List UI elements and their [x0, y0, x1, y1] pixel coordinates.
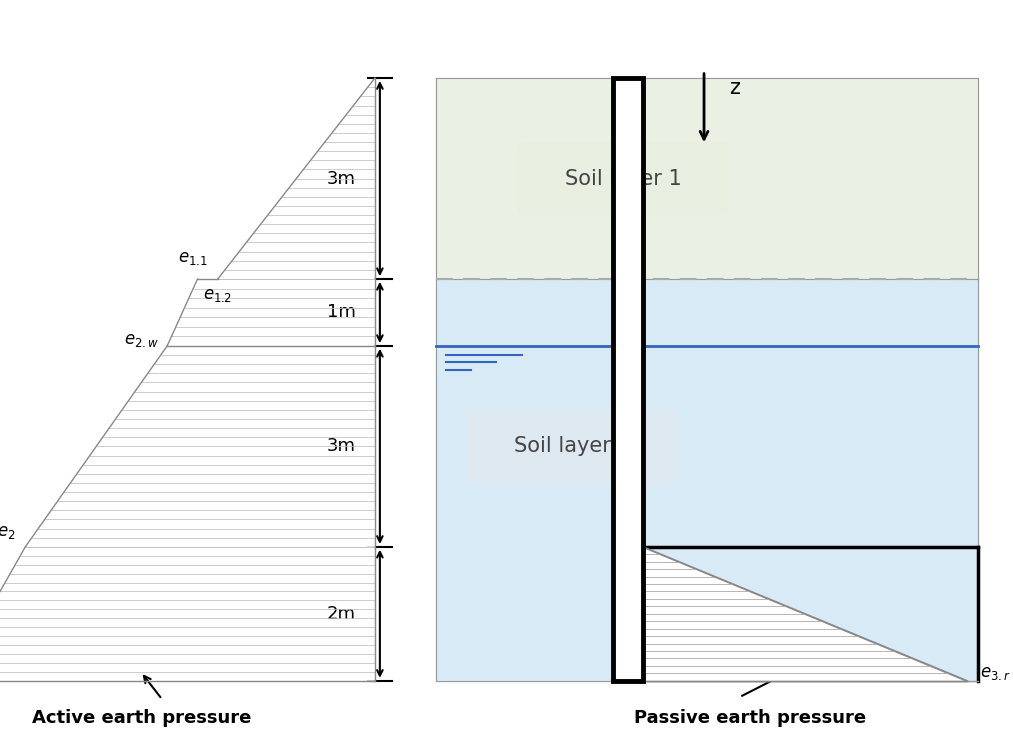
Text: $e_2$: $e_2$ [0, 523, 15, 541]
Polygon shape [167, 279, 375, 346]
Text: $e_{3.r}$: $e_{3.r}$ [980, 664, 1011, 682]
FancyBboxPatch shape [517, 141, 729, 216]
Polygon shape [218, 78, 375, 279]
Text: $e_{1.2}$: $e_{1.2}$ [203, 286, 232, 304]
Text: 3m: 3m [327, 437, 356, 455]
Polygon shape [0, 547, 375, 681]
Text: $e_{1.1}$: $e_{1.1}$ [178, 249, 208, 267]
Text: 3m: 3m [327, 170, 356, 187]
Text: Soil layer 1: Soil layer 1 [564, 169, 682, 188]
Polygon shape [643, 547, 967, 681]
Text: Soil layer 2: Soil layer 2 [514, 437, 631, 456]
Text: Active earth pressure: Active earth pressure [32, 709, 251, 727]
FancyBboxPatch shape [466, 409, 679, 484]
Text: 1m: 1m [327, 304, 356, 321]
Text: $e_{2.w}$: $e_{2.w}$ [124, 331, 159, 349]
FancyBboxPatch shape [613, 78, 643, 681]
Text: Passive earth pressure: Passive earth pressure [633, 709, 866, 727]
Polygon shape [25, 346, 375, 547]
Text: z: z [729, 78, 741, 98]
Text: 2m: 2m [327, 605, 356, 623]
